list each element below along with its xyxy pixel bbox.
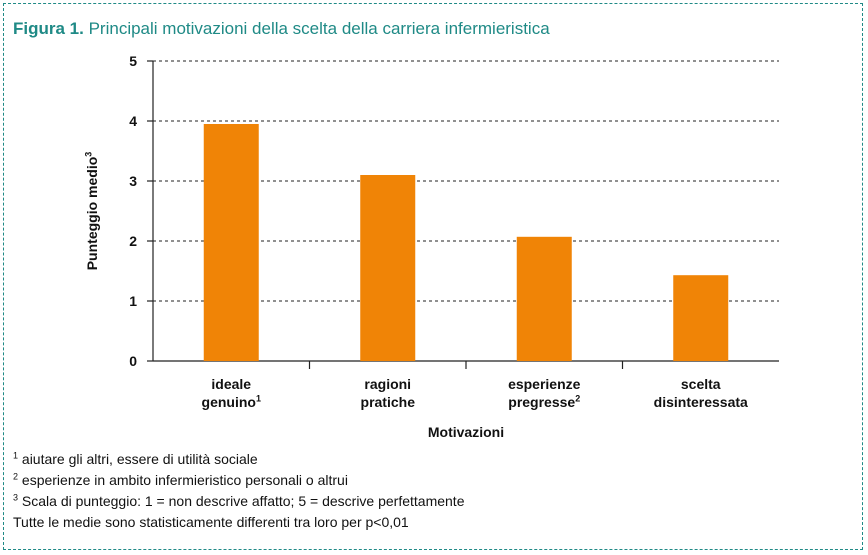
x-category-label-sup: 2 bbox=[575, 393, 581, 404]
figure-label: Figura 1. bbox=[13, 19, 84, 38]
y-tick-label: 4 bbox=[129, 113, 137, 129]
x-category-label-line2: pregresse bbox=[508, 394, 576, 410]
bar bbox=[360, 175, 416, 361]
x-category-label: ideale genuino1 bbox=[146, 375, 316, 411]
x-category-label-line2: disinteressata bbox=[653, 394, 748, 410]
y-tick-label: 0 bbox=[129, 353, 137, 369]
footnote-3-text: Scala di punteggio: 1 = non descrive aff… bbox=[18, 493, 465, 509]
figure-title: Figura 1. Principali motivazioni della s… bbox=[13, 19, 550, 39]
y-tick-label: 2 bbox=[129, 233, 137, 249]
x-category-label-line1: ragioni bbox=[364, 376, 412, 392]
x-category-label-line2: genuino bbox=[201, 394, 256, 410]
footnote-2: 2 esperienze in ambito infermieristico p… bbox=[13, 472, 348, 488]
figure-frame bbox=[3, 3, 863, 550]
bar bbox=[203, 124, 259, 361]
y-tick-label: 5 bbox=[129, 53, 137, 69]
figure-title-text: Principali motivazioni della scelta dell… bbox=[88, 19, 550, 38]
y-tick-label: 1 bbox=[129, 293, 137, 309]
footnote-4-text: Tutte le medie sono statisticamente diff… bbox=[13, 514, 409, 530]
x-category-label: esperienze pregresse2 bbox=[459, 375, 629, 411]
footnote-2-sup: 2 bbox=[13, 471, 19, 482]
footnote-1-sup: 1 bbox=[13, 450, 19, 461]
footnote-3: 3 Scala di punteggio: 1 = non descrive a… bbox=[13, 493, 464, 509]
x-category-label-sup: 1 bbox=[255, 393, 261, 404]
x-category-label: scelta disinteressata bbox=[616, 375, 786, 411]
x-category-label-line2: pratiche bbox=[360, 394, 415, 410]
footnote-3-sup: 3 bbox=[13, 492, 19, 503]
footnote-1: 1 aiutare gli altri, essere di utilità s… bbox=[13, 451, 258, 467]
x-category-label-line1: ideale bbox=[211, 376, 252, 392]
x-category-label-line1: scelta bbox=[680, 376, 721, 392]
bar bbox=[673, 275, 729, 361]
footnote-4: Tutte le medie sono statisticamente diff… bbox=[13, 514, 409, 530]
bar bbox=[516, 236, 572, 361]
x-axis-label: Motivazioni bbox=[427, 424, 505, 440]
footnote-1-text: aiutare gli altri, essere di utilità soc… bbox=[18, 451, 258, 467]
footnote-2-text: esperienze in ambito infermieristico per… bbox=[18, 472, 348, 488]
y-tick-label: 3 bbox=[129, 173, 137, 189]
x-category-label-line1: esperienze bbox=[508, 376, 581, 392]
x-category-label: ragioni pratiche bbox=[303, 375, 473, 411]
